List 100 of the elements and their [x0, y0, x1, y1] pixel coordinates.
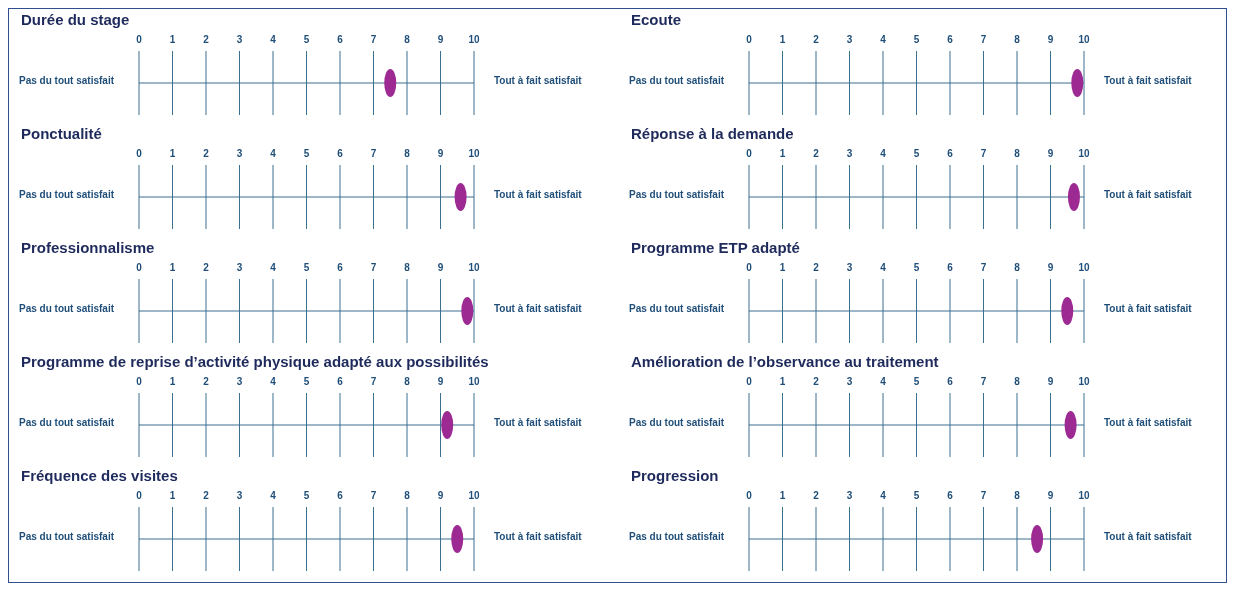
x-tick-label: 8	[404, 262, 411, 273]
x-tick-label: 1	[779, 148, 786, 159]
x-tick-label: 2	[203, 490, 210, 501]
x-tick-label: 5	[913, 490, 920, 501]
text: Tout à fait satisfait	[494, 189, 582, 200]
text: Tout à fait satisfait	[494, 75, 582, 86]
x-tick-label: 8	[404, 376, 411, 387]
chart-title: Réponse à la demande	[631, 125, 794, 142]
x-tick-label: 7	[370, 148, 377, 159]
x-tick-label: 6	[337, 34, 344, 45]
x-tick-label: 3	[846, 34, 853, 45]
x-tick-label: 9	[1047, 34, 1054, 45]
text: Pas du tout satisfait	[19, 531, 115, 542]
x-tick-label: 1	[779, 376, 786, 387]
x-tick-label: 9	[1047, 376, 1054, 387]
x-tick-label: 0	[136, 148, 143, 159]
x-tick-label: 9	[1047, 490, 1054, 501]
x-tick-label: 1	[169, 490, 176, 501]
x-tick-label: 8	[1014, 376, 1021, 387]
x-tick-label: 3	[846, 262, 853, 273]
x-tick-label: 5	[913, 148, 920, 159]
text: Pas du tout satisfait	[629, 531, 725, 542]
x-tick-label: 4	[880, 490, 887, 501]
x-tick-label: 10	[468, 490, 480, 501]
text: Tout à fait satisfait	[494, 531, 582, 542]
x-tick-label: 0	[136, 490, 143, 501]
x-tick-label: 8	[1014, 490, 1021, 501]
x-tick-label: 1	[779, 34, 786, 45]
x-tick-label: 8	[1014, 262, 1021, 273]
x-tick-label: 7	[980, 376, 987, 387]
x-tick-label: 4	[880, 148, 887, 159]
x-tick-label: 4	[270, 490, 277, 501]
x-tick-label: 5	[303, 376, 310, 387]
x-tick-label: 6	[947, 262, 954, 273]
text: Tout à fait satisfait	[494, 417, 582, 428]
x-tick-label: 0	[136, 376, 143, 387]
x-tick-label: 8	[404, 34, 411, 45]
x-tick-label: 6	[337, 148, 344, 159]
x-tick-label: 6	[947, 34, 954, 45]
x-tick-label: 2	[203, 148, 210, 159]
x-tick-label: 0	[746, 148, 753, 159]
x-tick-label: 1	[169, 34, 176, 45]
x-tick-label: 10	[1078, 376, 1090, 387]
x-tick-label: 7	[370, 490, 377, 501]
text: Pas du tout satisfait	[19, 417, 115, 428]
x-tick-label: 1	[169, 148, 176, 159]
x-tick-label: 9	[437, 148, 444, 159]
x-tick-label: 8	[1014, 148, 1021, 159]
x-tick-label: 9	[437, 376, 444, 387]
x-tick-label: 4	[270, 148, 277, 159]
x-tick-label: 6	[947, 376, 954, 387]
x-tick-label: 5	[303, 34, 310, 45]
x-tick-label: 2	[203, 262, 210, 273]
text: Tout à fait satisfait	[1104, 531, 1192, 542]
x-tick-label: 7	[980, 262, 987, 273]
x-tick-label: 0	[746, 262, 753, 273]
x-tick-label: 6	[947, 490, 954, 501]
x-tick-label: 10	[468, 262, 480, 273]
x-tick-label: 7	[370, 34, 377, 45]
x-tick-label: 3	[846, 148, 853, 159]
x-tick-label: 5	[913, 376, 920, 387]
x-tick-label: 2	[203, 376, 210, 387]
x-tick-label: 5	[303, 148, 310, 159]
x-tick-label: 3	[236, 148, 243, 159]
x-tick-label: 3	[236, 490, 243, 501]
x-tick-label: 3	[236, 34, 243, 45]
text: Tout à fait satisfait	[1104, 75, 1192, 86]
x-tick-label: 3	[846, 490, 853, 501]
chart-title: Durée du stage	[21, 11, 130, 28]
chart-title: Programme de reprise d’activité physique adapté aux possibilités	[21, 353, 489, 370]
x-tick-label: 2	[813, 376, 820, 387]
x-tick-label: 0	[136, 262, 143, 273]
x-tick-label: 0	[746, 376, 753, 387]
text: Tout à fait satisfait	[1104, 303, 1192, 314]
chart-title: Amélioration de l’observance au traitement	[631, 353, 939, 370]
x-tick-label: 10	[468, 148, 480, 159]
x-tick-label: 8	[404, 490, 411, 501]
text: Pas du tout satisfait	[629, 189, 725, 200]
x-tick-label: 4	[880, 262, 887, 273]
chart-title: Programme ETP adapté	[631, 239, 800, 256]
x-tick-label: 1	[169, 376, 176, 387]
x-tick-label: 8	[404, 148, 411, 159]
x-tick-label: 9	[1047, 262, 1054, 273]
x-tick-label: 3	[236, 376, 243, 387]
x-tick-label: 0	[746, 34, 753, 45]
x-tick-label: 2	[813, 148, 820, 159]
text: Pas du tout satisfait	[629, 417, 725, 428]
x-tick-label: 3	[236, 262, 243, 273]
x-tick-label: 7	[370, 376, 377, 387]
x-tick-label: 9	[437, 34, 444, 45]
x-tick-label: 10	[468, 376, 480, 387]
x-tick-label: 10	[1078, 148, 1090, 159]
x-tick-label: 9	[437, 262, 444, 273]
x-tick-label: 6	[337, 490, 344, 501]
text: Pas du tout satisfait	[19, 303, 115, 314]
x-tick-label: 4	[270, 376, 277, 387]
text: Pas du tout satisfait	[629, 75, 725, 86]
x-tick-label: 4	[270, 34, 277, 45]
x-tick-label: 7	[370, 262, 377, 273]
text: Pas du tout satisfait	[629, 303, 725, 314]
